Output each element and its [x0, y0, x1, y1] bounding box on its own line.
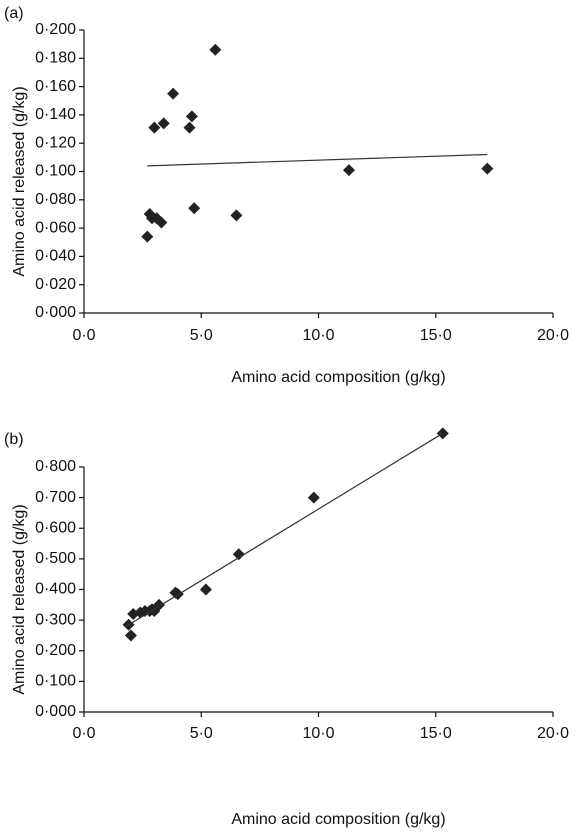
trend-line: [147, 153, 488, 167]
x-tick-label: 15·0: [420, 725, 452, 742]
x-tick-label: 5·0: [190, 725, 213, 742]
y-tick-label: 0·040: [35, 248, 76, 265]
x-tick-label: 5·0: [190, 327, 213, 344]
y-tick-label: 0·200: [35, 642, 76, 659]
y-tick-label: 0·080: [35, 191, 76, 208]
x-axis-title: Amino acid composition (g/kg): [231, 369, 445, 386]
point: [209, 43, 222, 56]
y-tick-label: 0·400: [35, 581, 76, 598]
x-axis-title: Amino acid composition (g/kg): [231, 811, 445, 828]
point: [199, 583, 212, 596]
x-tick-label: 0·0: [72, 327, 95, 344]
point: [185, 110, 198, 123]
y-tick-label: 0·020: [35, 276, 76, 293]
x-tick-label: 20·0: [537, 725, 569, 742]
panel-label: (a): [4, 5, 24, 22]
point: [230, 209, 243, 222]
panel-label: (b): [4, 431, 24, 448]
y-tick-label: 0·600: [35, 519, 76, 536]
x-tick-label: 10·0: [302, 725, 334, 742]
point: [232, 548, 245, 561]
y-tick-label: 0·700: [35, 489, 76, 506]
y-tick-label: 0·800: [35, 458, 76, 475]
point: [124, 629, 137, 642]
point: [141, 230, 154, 243]
y-tick-label: 0·000: [35, 304, 76, 321]
point: [481, 162, 494, 175]
y-tick-label: 0·000: [35, 703, 76, 720]
trend-line: [125, 432, 444, 627]
x-tick-label: 10·0: [302, 327, 334, 344]
y-tick-label: 0·100: [35, 163, 76, 180]
y-tick-label: 0·180: [35, 50, 76, 67]
point: [167, 87, 180, 100]
x-tick-label: 0·0: [72, 725, 95, 742]
y-tick-label: 0·100: [35, 673, 76, 690]
y-tick-label: 0·120: [35, 134, 76, 151]
y-axis-title: Amino acid released (g/kg): [11, 86, 28, 276]
point: [148, 121, 161, 134]
y-tick-label: 0·060: [35, 219, 76, 236]
y-tick-label: 0·300: [35, 611, 76, 628]
point: [342, 164, 355, 177]
point: [188, 202, 201, 215]
x-tick-label: 15·0: [420, 327, 452, 344]
point: [155, 216, 168, 229]
y-tick-label: 0·500: [35, 550, 76, 567]
point: [183, 121, 196, 134]
y-tick-label: 0·160: [35, 78, 76, 95]
point: [307, 491, 320, 504]
y-axis-title: Amino acid released (g/kg): [11, 504, 28, 694]
point: [157, 117, 170, 130]
x-tick-label: 20·0: [537, 327, 569, 344]
y-tick-label: 0·140: [35, 106, 76, 123]
y-tick-label: 0·200: [35, 21, 76, 38]
